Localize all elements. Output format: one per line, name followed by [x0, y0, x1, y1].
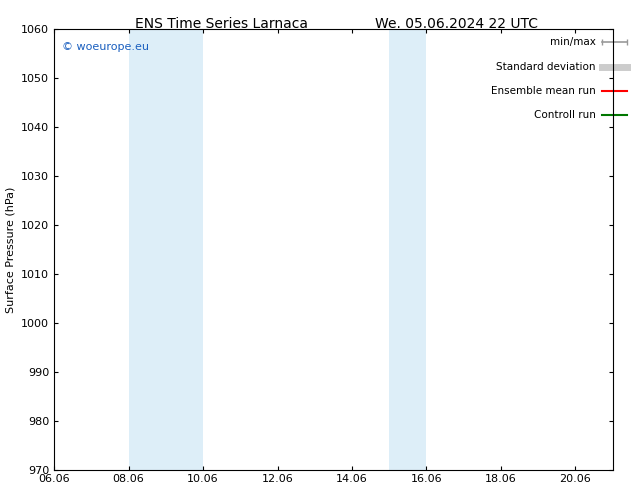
Y-axis label: Surface Pressure (hPa): Surface Pressure (hPa) [6, 186, 16, 313]
Text: We. 05.06.2024 22 UTC: We. 05.06.2024 22 UTC [375, 17, 538, 31]
Text: ENS Time Series Larnaca: ENS Time Series Larnaca [136, 17, 308, 31]
Text: © woeurope.eu: © woeurope.eu [63, 42, 150, 52]
Bar [129, 29, 203, 469]
Text: min/max: min/max [550, 37, 596, 48]
Bar [389, 29, 427, 469]
Text: Controll run: Controll run [534, 110, 596, 120]
Text: Ensemble mean run: Ensemble mean run [491, 86, 596, 96]
Text: Standard deviation: Standard deviation [496, 62, 596, 72]
